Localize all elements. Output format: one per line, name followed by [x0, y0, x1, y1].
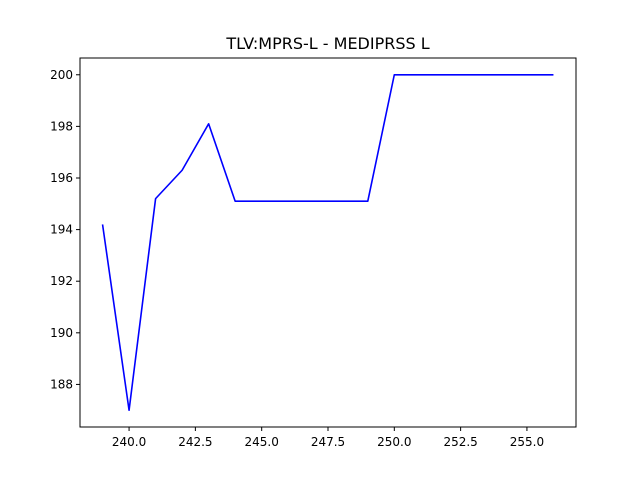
x-axis-ticks: 240.0 242.5 245.0 247.5 250.0 252.5 255.0: [112, 427, 544, 449]
series-layer: [101, 73, 554, 412]
x-tick-label: 247.5: [311, 435, 345, 449]
y-tick-label: 200: [50, 68, 73, 82]
plot-area-frame: [79, 57, 577, 428]
chart-title: TLV:MPRS-L - MEDIPRSS L: [225, 34, 429, 53]
x-tick-label: 240.0: [112, 435, 146, 449]
y-tick-label: 188: [50, 377, 73, 391]
x-tick-label: 255.0: [510, 435, 544, 449]
y-tick-label: 190: [50, 326, 73, 340]
y-tick-label: 194: [50, 223, 73, 237]
y-tick-label: 196: [50, 171, 73, 185]
x-tick-label: 242.5: [178, 435, 212, 449]
x-tick-label: 250.0: [377, 435, 411, 449]
x-tick-label: 245.0: [245, 435, 279, 449]
y-axis-ticks: 188 190 192 194 196 198 200: [50, 68, 80, 391]
x-tick-label: 252.5: [443, 435, 477, 449]
y-tick-label: 198: [50, 119, 73, 133]
y-tick-label: 192: [50, 274, 73, 288]
price-series-line: [101, 73, 554, 412]
